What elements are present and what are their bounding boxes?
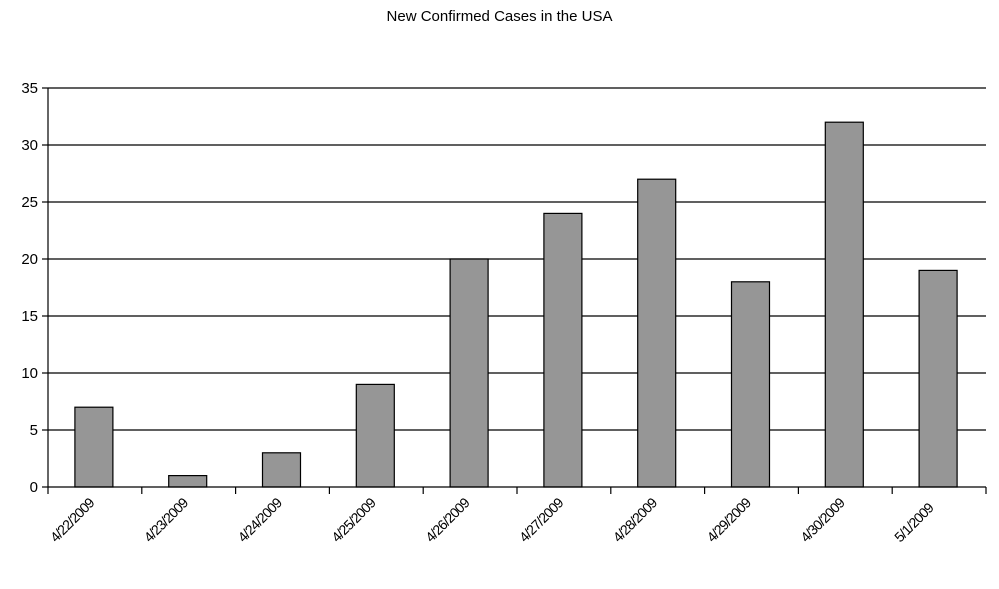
x-tick-label: 4/28/2009 bbox=[610, 494, 661, 545]
y-tick-label: 0 bbox=[30, 479, 38, 496]
y-tick-label: 20 bbox=[21, 251, 38, 268]
y-tick-label: 15 bbox=[21, 308, 38, 325]
x-tick-label: 4/29/2009 bbox=[703, 494, 754, 545]
bar bbox=[637, 178, 677, 488]
bars bbox=[74, 121, 958, 488]
y-axis-ticks: 0 5 10 15 20 25 30 35 bbox=[21, 80, 48, 496]
y-tick-label: 10 bbox=[21, 365, 38, 382]
x-tick-label: 4/25/2009 bbox=[328, 494, 379, 545]
x-tick-label: 4/27/2009 bbox=[516, 494, 567, 545]
bar bbox=[449, 258, 489, 488]
y-tick-label: 30 bbox=[21, 137, 38, 154]
x-tick-label: 4/24/2009 bbox=[234, 494, 285, 545]
bar bbox=[355, 383, 395, 488]
chart-title: New Confirmed Cases in the USA bbox=[386, 8, 613, 25]
bar bbox=[918, 269, 958, 488]
y-tick-label: 35 bbox=[21, 80, 38, 97]
bar bbox=[261, 452, 302, 488]
x-axis-ticks: 4/22/2009 4/23/2009 4/24/2009 4/25/2009 4/26… bbox=[47, 487, 987, 545]
bar bbox=[74, 406, 114, 488]
bar bbox=[168, 475, 208, 488]
x-tick-label: 5/1/2009 bbox=[891, 499, 937, 545]
bar bbox=[730, 281, 771, 488]
y-tick-label: 25 bbox=[21, 194, 38, 211]
x-tick-label: 4/30/2009 bbox=[797, 494, 848, 545]
x-tick-label: 4/26/2009 bbox=[422, 494, 473, 545]
bar bbox=[543, 212, 583, 488]
x-tick-label: 4/22/2009 bbox=[47, 494, 98, 545]
y-tick-label: 5 bbox=[30, 422, 38, 439]
bar bbox=[824, 121, 864, 488]
x-tick-label: 4/23/2009 bbox=[141, 494, 192, 545]
